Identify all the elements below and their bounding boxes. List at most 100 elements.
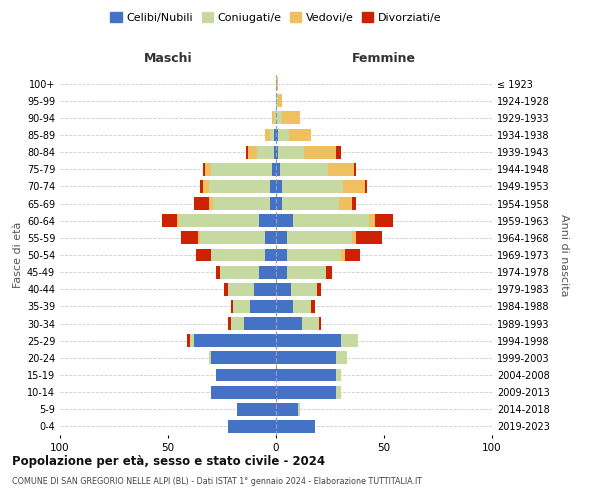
Bar [337, 368, 341, 382]
Bar [278, 128, 289, 141]
Bar [269, 180, 276, 193]
Text: Femmine: Femmine [352, 52, 416, 64]
Bar [200, 232, 265, 244]
Bar [304, 146, 337, 158]
Bar [276, 197, 283, 210]
Bar [337, 146, 341, 158]
Bar [276, 386, 337, 398]
Bar [200, 180, 203, 193]
Bar [287, 248, 341, 262]
Bar [293, 214, 369, 227]
Bar [289, 128, 311, 141]
Bar [326, 266, 332, 278]
Bar [272, 112, 274, 124]
Bar [274, 146, 276, 158]
Legend: Celibi/Nubili, Coniugati/e, Vedovi/e, Divorziati/e: Celibi/Nubili, Coniugati/e, Vedovi/e, Di… [106, 8, 446, 28]
Bar [365, 180, 367, 193]
Bar [276, 146, 278, 158]
Bar [214, 197, 269, 210]
Text: Popolazione per età, sesso e stato civile - 2024: Popolazione per età, sesso e stato civil… [12, 455, 325, 468]
Bar [276, 214, 293, 227]
Bar [181, 232, 198, 244]
Bar [293, 300, 311, 313]
Bar [276, 112, 283, 124]
Bar [194, 334, 276, 347]
Bar [194, 197, 209, 210]
Bar [254, 283, 276, 296]
Bar [276, 266, 287, 278]
Bar [283, 112, 300, 124]
Bar [317, 283, 322, 296]
Bar [230, 300, 233, 313]
Bar [215, 266, 220, 278]
Bar [265, 232, 276, 244]
Bar [220, 266, 259, 278]
Y-axis label: Anni di nascita: Anni di nascita [559, 214, 569, 296]
Bar [291, 283, 317, 296]
Bar [229, 317, 230, 330]
Bar [276, 77, 278, 90]
Bar [276, 163, 280, 175]
Bar [328, 163, 354, 175]
Bar [283, 197, 338, 210]
Bar [187, 334, 190, 347]
Bar [176, 214, 179, 227]
Bar [265, 248, 276, 262]
Bar [246, 146, 248, 158]
Bar [341, 248, 345, 262]
Bar [276, 352, 337, 364]
Bar [283, 180, 343, 193]
Bar [278, 146, 304, 158]
Bar [276, 232, 287, 244]
Bar [337, 352, 347, 364]
Bar [237, 403, 276, 415]
Bar [179, 214, 259, 227]
Bar [229, 420, 276, 433]
Bar [233, 300, 250, 313]
Bar [198, 232, 200, 244]
Bar [338, 197, 352, 210]
Bar [209, 180, 269, 193]
Bar [209, 197, 214, 210]
Bar [311, 300, 315, 313]
Bar [280, 163, 328, 175]
Bar [376, 214, 392, 227]
Bar [369, 214, 376, 227]
Bar [248, 146, 257, 158]
Bar [274, 128, 276, 141]
Bar [196, 248, 211, 262]
Bar [224, 283, 229, 296]
Bar [215, 368, 276, 382]
Bar [343, 180, 365, 193]
Bar [337, 386, 341, 398]
Bar [276, 283, 291, 296]
Bar [341, 334, 358, 347]
Bar [276, 128, 278, 141]
Bar [205, 163, 211, 175]
Bar [229, 283, 254, 296]
Bar [356, 232, 382, 244]
Bar [278, 94, 283, 107]
Text: Maschi: Maschi [143, 52, 193, 64]
Bar [190, 334, 194, 347]
Bar [250, 300, 276, 313]
Bar [276, 248, 287, 262]
Bar [269, 128, 274, 141]
Bar [257, 146, 274, 158]
Bar [209, 352, 211, 364]
Bar [269, 197, 276, 210]
Bar [211, 386, 276, 398]
Bar [244, 317, 276, 330]
Y-axis label: Fasce di età: Fasce di età [13, 222, 23, 288]
Bar [230, 317, 244, 330]
Bar [352, 197, 356, 210]
Bar [272, 163, 276, 175]
Bar [319, 317, 322, 330]
Bar [276, 368, 337, 382]
Bar [276, 334, 341, 347]
Bar [276, 180, 283, 193]
Bar [345, 248, 360, 262]
Bar [161, 214, 176, 227]
Bar [354, 163, 356, 175]
Bar [276, 94, 278, 107]
